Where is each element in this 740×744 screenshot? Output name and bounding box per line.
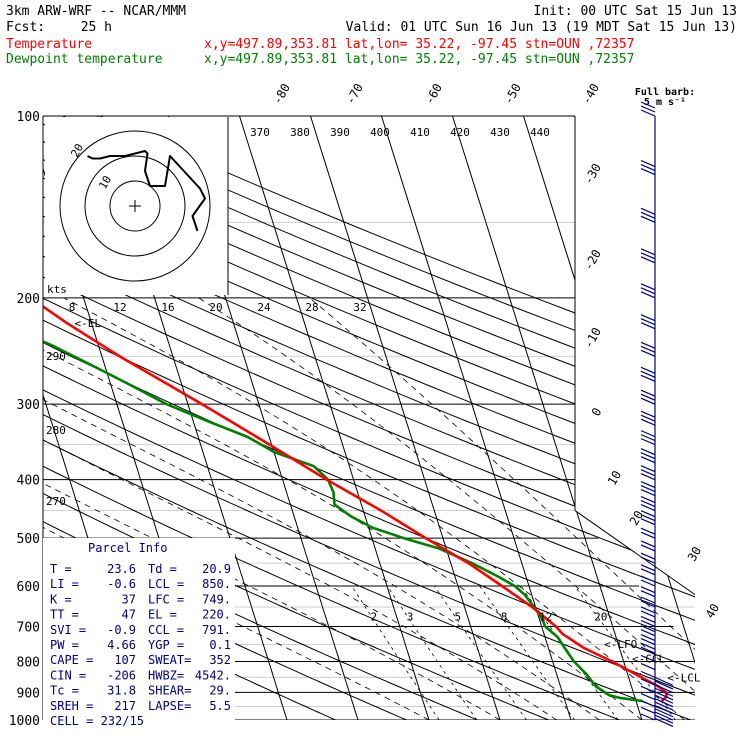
parcel-key: T = bbox=[50, 562, 72, 576]
hodo-speed-label: 32 bbox=[353, 301, 366, 314]
parcel-key: Tc = bbox=[50, 684, 79, 698]
parcel-value: 4542. bbox=[195, 668, 231, 682]
pressure-label: 100 bbox=[17, 110, 40, 125]
parcel-key: SREH = bbox=[50, 699, 93, 713]
parcel-key: TT = bbox=[50, 608, 79, 622]
parcel-value: 352 bbox=[209, 653, 231, 667]
theta-e-label: 390 bbox=[330, 126, 350, 139]
model-title: 3km ARW-WRF -- NCAR/MMM bbox=[6, 4, 186, 19]
pressure-label: 500 bbox=[17, 532, 40, 547]
annotation-label: <-LCL bbox=[667, 671, 700, 684]
hodo-speed-label: 16 bbox=[161, 301, 174, 314]
mixing-ratio-label: 20 bbox=[594, 610, 607, 623]
parcel-key: PW = bbox=[50, 638, 79, 652]
parcel-key: LAPSE= bbox=[148, 699, 191, 713]
parcel-key: LI = bbox=[50, 577, 79, 591]
forecast-hours: 25 h bbox=[81, 20, 112, 35]
parcel-value: 4.66 bbox=[107, 638, 136, 652]
theta-label: 280 bbox=[46, 424, 66, 437]
parcel-key: SWEAT= bbox=[148, 653, 191, 667]
hodo-speed-label: 12 bbox=[113, 301, 126, 314]
mixing-ratio-label: 5 bbox=[455, 610, 462, 623]
theta-label: 290 bbox=[46, 350, 66, 363]
hodo-speed-label: 28 bbox=[305, 301, 318, 314]
pressure-label: 700 bbox=[17, 620, 40, 635]
temperature-legend: Temperature bbox=[6, 37, 92, 52]
hodo-speed-label: 20 bbox=[209, 301, 222, 314]
mixing-ratio-label: 3 bbox=[407, 610, 414, 623]
theta-e-label: 420 bbox=[450, 126, 470, 139]
parcel-value: 791. bbox=[202, 623, 231, 637]
parcel-value: -206 bbox=[107, 668, 136, 682]
annotation-label: <-LFO bbox=[604, 638, 637, 651]
parcel-value: 23.6 bbox=[107, 562, 136, 576]
parcel-value: 0.1 bbox=[209, 638, 231, 652]
mixing-ratio-label: 12 bbox=[539, 610, 552, 623]
forecast-label: Fcst: bbox=[6, 20, 45, 35]
parcel-key: CAPE = bbox=[50, 653, 93, 667]
dewpoint-location: x,y=497.89,353.81 lat,lon= 35.22, -97.45… bbox=[204, 52, 634, 67]
parcel-value: 220. bbox=[202, 608, 231, 622]
parcel-value: 47 bbox=[122, 608, 136, 622]
parcel-value: 29. bbox=[209, 684, 231, 698]
parcel-value: 5.5 bbox=[209, 699, 231, 713]
parcel-value: 217 bbox=[114, 699, 136, 713]
parcel-key: YGP = bbox=[148, 638, 184, 652]
parcel-info-title: Parcel Info bbox=[88, 541, 167, 555]
parcel-cell: CELL = 232/15 bbox=[50, 714, 144, 728]
mixing-ratio-label: 2 bbox=[371, 610, 378, 623]
parcel-value: 31.8 bbox=[107, 684, 136, 698]
parcel-value: 37 bbox=[122, 592, 136, 606]
pressure-label: 900 bbox=[17, 686, 40, 701]
init-time: Init: 00 UTC Sat 15 Jun 13 bbox=[534, 4, 738, 19]
parcel-value: 850. bbox=[202, 577, 231, 591]
theta-e-label: 370 bbox=[250, 126, 270, 139]
pressure-label: 200 bbox=[17, 292, 40, 307]
hodo-speed-label: 24 bbox=[257, 301, 271, 314]
parcel-key: SVI = bbox=[50, 623, 86, 637]
pressure-label: 800 bbox=[17, 655, 40, 670]
theta-e-label: 440 bbox=[530, 126, 550, 139]
parcel-key: LFC = bbox=[148, 592, 184, 606]
pressure-label: 1000 bbox=[9, 714, 40, 729]
parcel-key: HWBZ= bbox=[148, 668, 184, 682]
annotation-label: <-CCL bbox=[632, 652, 665, 665]
temperature-location: x,y=497.89,353.81 lat,lon= 35.22, -97.45… bbox=[204, 37, 634, 52]
pressure-label: 300 bbox=[17, 398, 40, 413]
parcel-value: -0.9 bbox=[107, 623, 136, 637]
theta-e-label: 430 bbox=[490, 126, 510, 139]
dewpoint-legend: Dewpoint temperature bbox=[6, 52, 163, 67]
parcel-value: 749. bbox=[202, 592, 231, 606]
parcel-key: K = bbox=[50, 592, 72, 606]
hodo-speed-label: 8 bbox=[69, 301, 76, 314]
parcel-value: 107 bbox=[114, 653, 136, 667]
parcel-value: -0.6 bbox=[107, 577, 136, 591]
theta-e-label: 400 bbox=[370, 126, 390, 139]
annotation-label: <-EL bbox=[75, 317, 102, 330]
parcel-key: Td = bbox=[148, 562, 177, 576]
parcel-key: EL = bbox=[148, 608, 177, 622]
theta-e-label: 410 bbox=[410, 126, 430, 139]
hodograph-unit-label: kts bbox=[47, 283, 67, 296]
pressure-label: 600 bbox=[17, 580, 40, 595]
theta-label: 270 bbox=[46, 495, 66, 508]
theta-e-label: 380 bbox=[290, 126, 310, 139]
mixing-ratio-label: 8 bbox=[501, 610, 508, 623]
valid-time: Valid: 01 UTC Sun 16 Jun 13 (19 MDT Sat … bbox=[346, 20, 737, 35]
parcel-value: 20.9 bbox=[202, 562, 231, 576]
pressure-label: 400 bbox=[17, 474, 40, 489]
parcel-key: SHEAR= bbox=[148, 684, 191, 698]
parcel-key: CIN = bbox=[50, 668, 86, 682]
parcel-info-panel: Parcel Info T = 23.6 Td = 20.9 LI = -0.6 LCL =… bbox=[43, 538, 235, 730]
parcel-key: CCL = bbox=[148, 623, 184, 637]
parcel-key: LCL = bbox=[148, 577, 184, 591]
